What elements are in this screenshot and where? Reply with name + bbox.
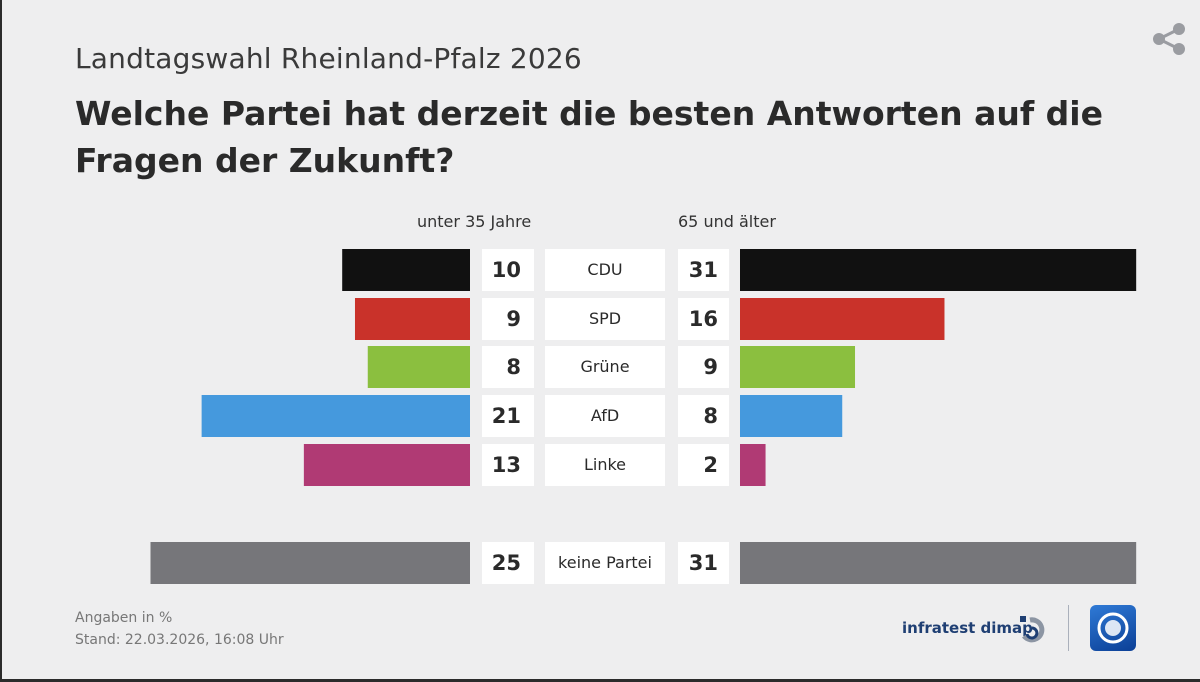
value-left-linke: 13 (492, 453, 521, 477)
value-box-right-grüne (678, 346, 729, 388)
value-left-cdu: 10 (492, 258, 521, 282)
category-label-cdu: CDU (587, 260, 622, 279)
value-right-keine-partei: 31 (689, 551, 718, 575)
chart-title: Welche Partei hat derzeit die besten Ant… (75, 94, 1103, 180)
bar-right-keine-partei (740, 542, 1137, 584)
value-box-right-keine-partei (678, 542, 729, 584)
value-right-linke: 2 (703, 453, 718, 477)
bar-left-keine-partei (150, 542, 470, 584)
value-box-left-linke (482, 444, 534, 486)
left-column-header: unter 35 Jahre (417, 212, 532, 231)
category-label-grüne: Grüne (580, 357, 629, 376)
value-right-afd: 8 (703, 404, 718, 428)
bar-left-grüne (367, 346, 470, 388)
bar-left-cdu (342, 249, 470, 291)
category-label-spd: SPD (589, 309, 621, 328)
value-box-left-afd (482, 395, 534, 437)
category-label-linke: Linke (584, 455, 626, 474)
value-left-grüne: 8 (506, 355, 521, 379)
category-label-afd: AfD (591, 406, 619, 425)
value-left-spd: 9 (506, 307, 521, 331)
bar-right-linke (740, 444, 766, 486)
value-left-keine-partei: 25 (492, 551, 521, 575)
bar-right-grüne (740, 346, 856, 388)
label-box-linke (545, 444, 665, 486)
label-box-cdu (545, 249, 665, 291)
label-box-afd (545, 395, 665, 437)
infratest-logo-icon (1020, 616, 1045, 643)
value-box-left-keine-partei (482, 542, 534, 584)
footer-divider (1068, 605, 1069, 651)
value-right-spd: 16 (689, 307, 718, 331)
value-box-right-linke (678, 444, 729, 486)
value-box-left-cdu (482, 249, 534, 291)
value-box-right-spd (678, 298, 729, 340)
value-left-afd: 21 (492, 404, 521, 428)
label-box-spd (545, 298, 665, 340)
value-box-right-cdu (678, 249, 729, 291)
chart-subtitle: Landtagswahl Rheinland-Pfalz 2026 (75, 42, 582, 75)
bar-right-cdu (740, 249, 1137, 291)
bar-left-linke (303, 444, 470, 486)
share-icon[interactable] (1150, 22, 1188, 56)
value-right-grüne: 9 (703, 355, 718, 379)
infratest-dimap-label: infratest dimap (902, 619, 1033, 637)
label-box-keine-partei (545, 542, 665, 584)
label-box-grüne (545, 346, 665, 388)
value-box-left-grüne (482, 346, 534, 388)
bar-right-afd (740, 395, 843, 437)
right-column-header: 65 und älter (678, 212, 776, 231)
bar-right-spd (740, 298, 945, 340)
tagesschau-logo-icon (1090, 605, 1136, 651)
bar-left-spd (354, 298, 470, 340)
value-box-right-afd (678, 395, 729, 437)
timestamp: Stand: 22.03.2026, 16:08 Uhr (75, 632, 284, 648)
category-label-keine-partei: keine Partei (558, 553, 652, 572)
bar-left-afd (201, 395, 470, 437)
value-right-cdu: 31 (689, 258, 718, 282)
unit-note: Angaben in % (75, 610, 173, 626)
value-box-left-spd (482, 298, 534, 340)
